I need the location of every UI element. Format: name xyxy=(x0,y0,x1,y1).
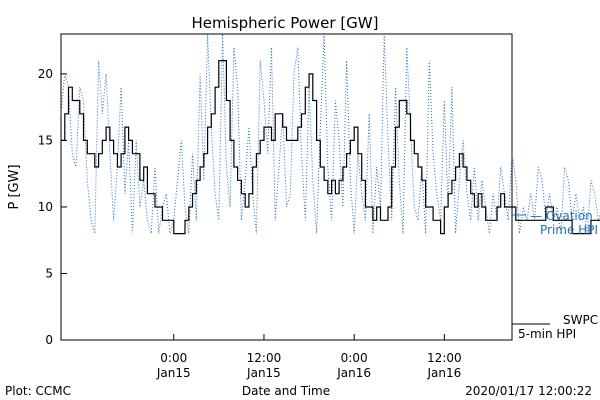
y-tick-label: 20 xyxy=(38,67,53,81)
x-tick-time-label: 0:00 xyxy=(341,351,368,365)
legend-label-ovation-1: — Ovation xyxy=(530,209,593,223)
y-tick-label: 15 xyxy=(38,133,53,147)
x-tick-time-label: 12:00 xyxy=(247,351,282,365)
legend-label-ovation-2: Prime HPI xyxy=(540,223,598,237)
x-tick-time-label: 12:00 xyxy=(427,351,462,365)
y-tick-label: 10 xyxy=(38,200,53,214)
y-tick-label: 5 xyxy=(45,266,53,280)
footer-timestamp: 2020/01/17 12:00:22 xyxy=(465,384,592,398)
y-tick-label: 0 xyxy=(45,333,53,347)
chart-title: Hemispheric Power [GW] xyxy=(192,14,379,32)
legend-label-swpc-1: SWPC xyxy=(563,313,598,327)
x-tick-date-label: Jan16 xyxy=(426,366,461,380)
x-axis-label: Date and Time xyxy=(242,384,330,398)
series-line-ovation-prime xyxy=(60,33,600,234)
y-axis-label: P [GW] xyxy=(7,164,22,209)
y-axis: 0 5 10 15 20 xyxy=(38,67,67,347)
x-tick-date-label: Jan16 xyxy=(336,366,371,380)
x-tick-date-label: Jan15 xyxy=(156,366,191,380)
series-line-swpc xyxy=(61,60,600,235)
x-tick-time-label: 0:00 xyxy=(160,351,187,365)
legend-label-swpc-2: 5-min HPI xyxy=(518,327,576,341)
x-tick-date-label: Jan15 xyxy=(246,366,281,380)
plot-frame xyxy=(60,33,513,341)
footer-plot-credit: Plot: CCMC xyxy=(5,384,71,398)
